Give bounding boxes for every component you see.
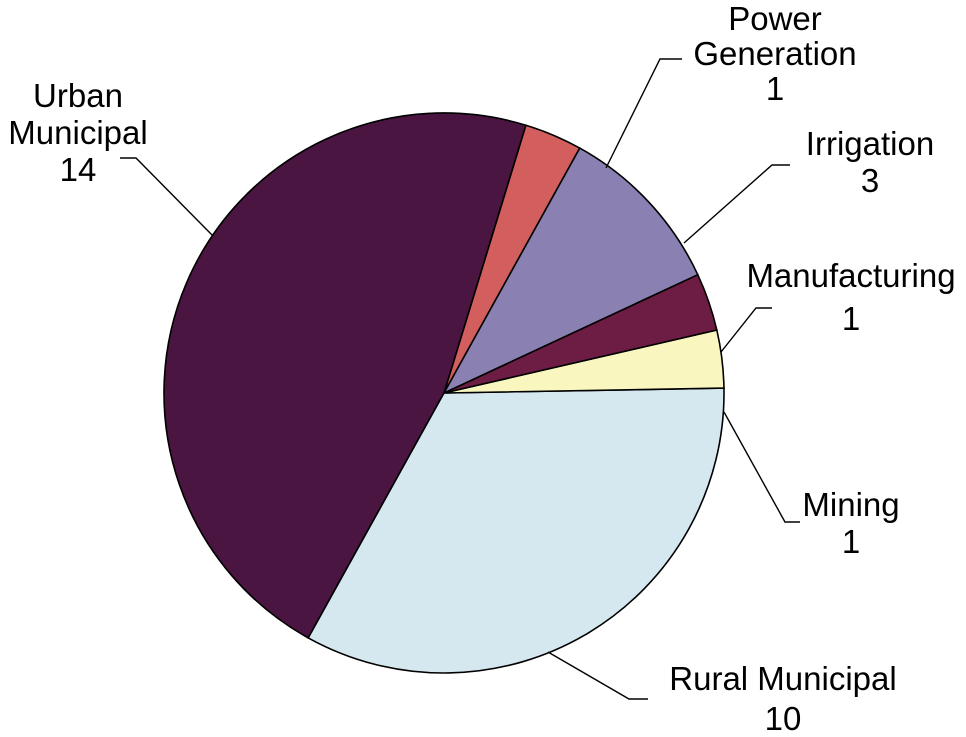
label-name: Irrigation xyxy=(806,125,934,162)
label-mining: Mining 1 xyxy=(802,486,899,560)
label-manufacturing: Manufacturing 1 xyxy=(746,257,955,337)
leader-line-mining xyxy=(723,411,800,523)
leader-lines xyxy=(120,58,800,700)
label-name-line-1: Urban xyxy=(33,77,123,114)
label-value: 3 xyxy=(861,162,879,199)
label-name: Mining xyxy=(802,486,899,523)
label-value: 14 xyxy=(60,151,97,188)
leader-line-power-generation xyxy=(605,58,682,169)
leader-line-manufacturing xyxy=(720,307,772,353)
leader-line-rural-municipal xyxy=(547,651,648,700)
label-value: 10 xyxy=(765,700,802,737)
slice-rural-municipal xyxy=(307,387,725,674)
label-value: 1 xyxy=(842,300,860,337)
label-power-generation: Power Generation 1 xyxy=(693,0,856,107)
label-name-line-2: Municipal xyxy=(8,114,147,151)
label-name: Rural Municipal xyxy=(669,660,896,697)
label-name-line-2: Generation xyxy=(693,35,856,72)
label-name: Manufacturing xyxy=(746,257,955,294)
label-name-line-1: Power xyxy=(728,0,822,37)
label-value: 1 xyxy=(842,523,860,560)
slice-irrigation xyxy=(442,147,699,395)
label-rural-municipal: Rural Municipal 10 xyxy=(669,660,896,737)
leader-line-irrigation xyxy=(683,164,790,244)
label-irrigation: Irrigation 3 xyxy=(806,125,934,199)
slice-urban-municipal xyxy=(163,112,527,639)
label-urban-municipal: Urban Municipal 14 xyxy=(8,77,147,188)
pie-slices xyxy=(163,112,725,674)
leader-line-urban-municipal xyxy=(120,157,214,237)
label-value: 1 xyxy=(766,70,784,107)
